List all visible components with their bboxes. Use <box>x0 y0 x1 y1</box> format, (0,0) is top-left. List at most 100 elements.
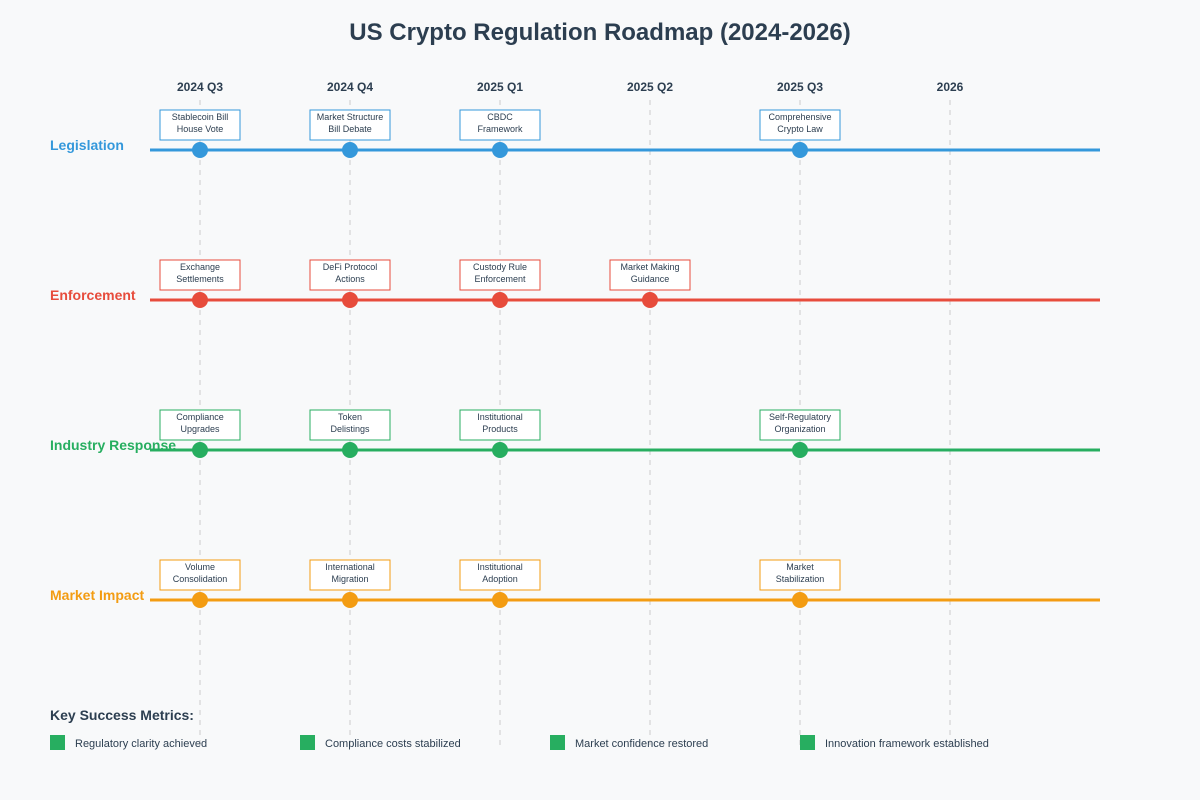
metric-item: Regulatory clarity achieved <box>50 735 207 750</box>
milestone[interactable]: Compliance Upgrades <box>159 409 241 458</box>
milestone-marker <box>792 592 808 608</box>
milestone-label: DeFi Protocol <box>323 262 378 272</box>
milestone-marker <box>342 442 358 458</box>
milestone-label: Market <box>786 562 814 572</box>
milestone[interactable]: Stablecoin Bill House Vote <box>159 109 241 158</box>
milestone-marker <box>642 292 658 308</box>
period-label: 2024 Q4 <box>327 80 373 94</box>
milestone-marker <box>792 442 808 458</box>
milestone-box <box>459 559 541 591</box>
milestone-box <box>309 109 391 141</box>
metric-swatch <box>800 735 815 750</box>
milestone-marker <box>492 292 508 308</box>
milestone-label: Products <box>482 424 518 434</box>
milestone-label: Migration <box>331 574 368 584</box>
milestone-label: International <box>325 562 375 572</box>
page-title: US Crypto Regulation Roadmap (2024-2026) <box>349 19 850 46</box>
milestone-label: Actions <box>335 274 365 284</box>
milestone[interactable]: CBDC Framework <box>459 109 541 158</box>
milestone[interactable]: Market Stabilization <box>759 559 841 608</box>
milestone-label: Market Making <box>620 262 679 272</box>
metric-label: Compliance costs stabilized <box>325 738 461 750</box>
milestone-marker <box>492 442 508 458</box>
lane-label: Legislation <box>50 137 124 153</box>
milestone-label: CBDC <box>487 112 513 122</box>
period-label: 2025 Q1 <box>477 80 523 94</box>
milestone-label: Stabilization <box>776 574 825 584</box>
milestone-marker <box>492 592 508 608</box>
period-label: 2025 Q2 <box>627 80 673 94</box>
milestone-label: Adoption <box>482 574 518 584</box>
milestone-label: Guidance <box>631 274 670 284</box>
milestone-label: Settlements <box>176 274 224 284</box>
milestone-label: Self-Regulatory <box>769 412 832 422</box>
milestone[interactable]: Self-Regulatory Organization <box>759 409 841 458</box>
milestone-box <box>759 409 841 441</box>
milestone-marker <box>192 142 208 158</box>
milestone-marker <box>342 592 358 608</box>
milestone-label: Token <box>338 412 362 422</box>
milestone[interactable]: Institutional Products <box>459 409 541 458</box>
milestone-label: Exchange <box>180 262 220 272</box>
metric-item: Market confidence restored <box>550 735 708 750</box>
milestone[interactable]: Exchange Settlements <box>159 259 241 308</box>
milestone-label: Custody Rule <box>473 262 527 272</box>
milestone-label: Upgrades <box>180 424 220 434</box>
milestone[interactable]: Volume Consolidation <box>159 559 241 608</box>
milestone-label: Organization <box>774 424 825 434</box>
milestone[interactable]: Custody Rule Enforcement <box>459 259 541 308</box>
swimlane-market-impact: Market Impact Volume Consolidation Internat… <box>50 559 1100 608</box>
metric-swatch <box>550 735 565 750</box>
milestone[interactable]: DeFi Protocol Actions <box>309 259 391 308</box>
milestone[interactable]: International Migration <box>309 559 391 608</box>
metric-label: Regulatory clarity achieved <box>75 738 207 750</box>
milestone-label: Stablecoin Bill <box>172 112 229 122</box>
swimlane-industry-response: Industry Response Compliance Upgrades Token… <box>50 409 1100 458</box>
milestone-marker <box>492 142 508 158</box>
success-metrics: Key Success Metrics: Regulatory clarity … <box>50 707 989 750</box>
milestone-label: Consolidation <box>173 574 228 584</box>
lane-label: Industry Response <box>50 437 176 453</box>
swimlanes: Legislation Stablecoin Bill House Vote Mark… <box>50 109 1100 608</box>
milestone[interactable]: Token Delistings <box>309 409 391 458</box>
swimlane-enforcement: Enforcement Exchange Settlements DeFi Proto… <box>50 259 1100 308</box>
milestone-box <box>159 259 241 291</box>
swimlane-legislation: Legislation Stablecoin Bill House Vote Mark… <box>50 109 1100 158</box>
milestone-label: Institutional <box>477 412 523 422</box>
milestone-box <box>459 259 541 291</box>
milestone-box <box>159 409 241 441</box>
milestone-box <box>609 259 691 291</box>
milestone[interactable]: Market Making Guidance <box>609 259 691 308</box>
milestone-marker <box>342 292 358 308</box>
milestone-label: Framework <box>477 124 523 134</box>
milestone-label: Compliance <box>176 412 224 422</box>
milestone-box <box>159 109 241 141</box>
milestone-box <box>159 559 241 591</box>
milestone-label: House Vote <box>177 124 224 134</box>
milestone-box <box>459 409 541 441</box>
metrics-heading: Key Success Metrics: <box>50 707 194 723</box>
lane-label: Enforcement <box>50 287 136 303</box>
milestone-marker <box>792 142 808 158</box>
metric-label: Market confidence restored <box>575 738 708 750</box>
milestone-box <box>309 259 391 291</box>
milestone-marker <box>192 292 208 308</box>
metric-swatch <box>50 735 65 750</box>
milestone-label: Crypto Law <box>777 124 823 134</box>
milestone-marker <box>192 592 208 608</box>
milestone[interactable]: Market Structure Bill Debate <box>309 109 391 158</box>
milestone-label: Bill Debate <box>328 124 372 134</box>
milestone-box <box>459 109 541 141</box>
milestone-label: Comprehensive <box>768 112 831 122</box>
metric-item: Innovation framework established <box>800 735 989 750</box>
milestone[interactable]: Institutional Adoption <box>459 559 541 608</box>
milestone-box <box>759 109 841 141</box>
milestone-label: Market Structure <box>317 112 384 122</box>
metric-item: Compliance costs stabilized <box>300 735 461 750</box>
period-label: 2026 <box>937 80 964 94</box>
milestone[interactable]: Comprehensive Crypto Law <box>759 109 841 158</box>
metric-label: Innovation framework established <box>825 738 989 750</box>
milestone-marker <box>192 442 208 458</box>
metric-swatch <box>300 735 315 750</box>
